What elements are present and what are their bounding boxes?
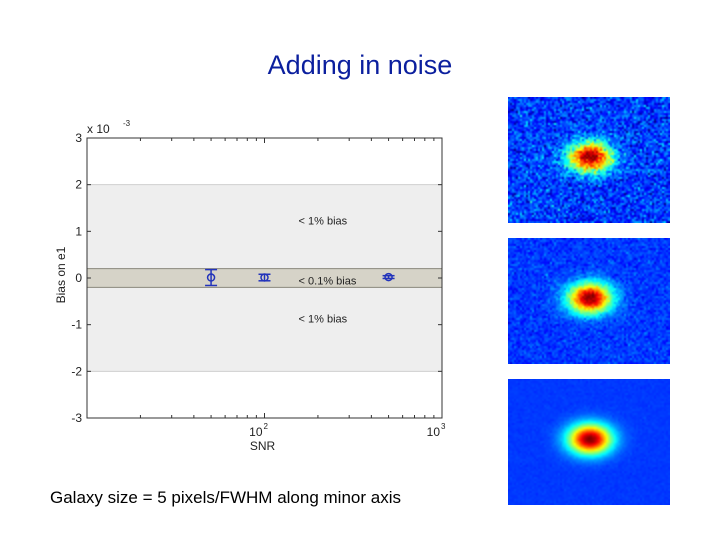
band-label-lower: < 1% bias xyxy=(299,313,348,325)
band-label-upper: < 1% bias xyxy=(299,215,348,227)
y-multiplier-label: x 10 xyxy=(87,122,110,136)
x-tick-exponent-1: 3 xyxy=(441,422,446,431)
x-tick-exponent-0: 2 xyxy=(264,422,269,431)
data-point-1 xyxy=(260,273,269,282)
axis-labels: < 1% bias< 1% bias< 0.1% bias-3-2-101231… xyxy=(54,119,446,453)
axis-ticks xyxy=(86,137,442,419)
band-label-inner: < 0.1% bias xyxy=(299,276,357,288)
y-multiplier-exponent: -3 xyxy=(123,119,131,128)
noise-panel-high xyxy=(508,97,670,223)
slide-caption: Galaxy size = 5 pixels/FWHM along minor … xyxy=(50,488,401,507)
y-tick-label-5: 2 xyxy=(75,178,82,192)
x-axis-label: SNR xyxy=(250,439,276,453)
y-tick-label-0: -3 xyxy=(71,411,82,425)
x-tick-base-1: 10 xyxy=(427,425,441,439)
data-point-2 xyxy=(384,272,393,282)
data-point-0 xyxy=(206,273,216,282)
y-tick-label-6: 3 xyxy=(75,131,82,145)
y-tick-label-4: 1 xyxy=(75,224,82,238)
data-points xyxy=(205,268,395,287)
y-tick-label-3: 0 xyxy=(75,271,82,285)
noise-panel-medium xyxy=(508,238,670,364)
y-tick-label-1: -2 xyxy=(71,364,82,378)
slide-title: Adding in noise xyxy=(267,50,453,80)
noise-panel-low xyxy=(508,379,670,505)
y-axis-label: Bias on e1 xyxy=(54,246,68,303)
y-tick-label-2: -1 xyxy=(71,318,82,332)
x-tick-base-0: 10 xyxy=(249,425,263,439)
